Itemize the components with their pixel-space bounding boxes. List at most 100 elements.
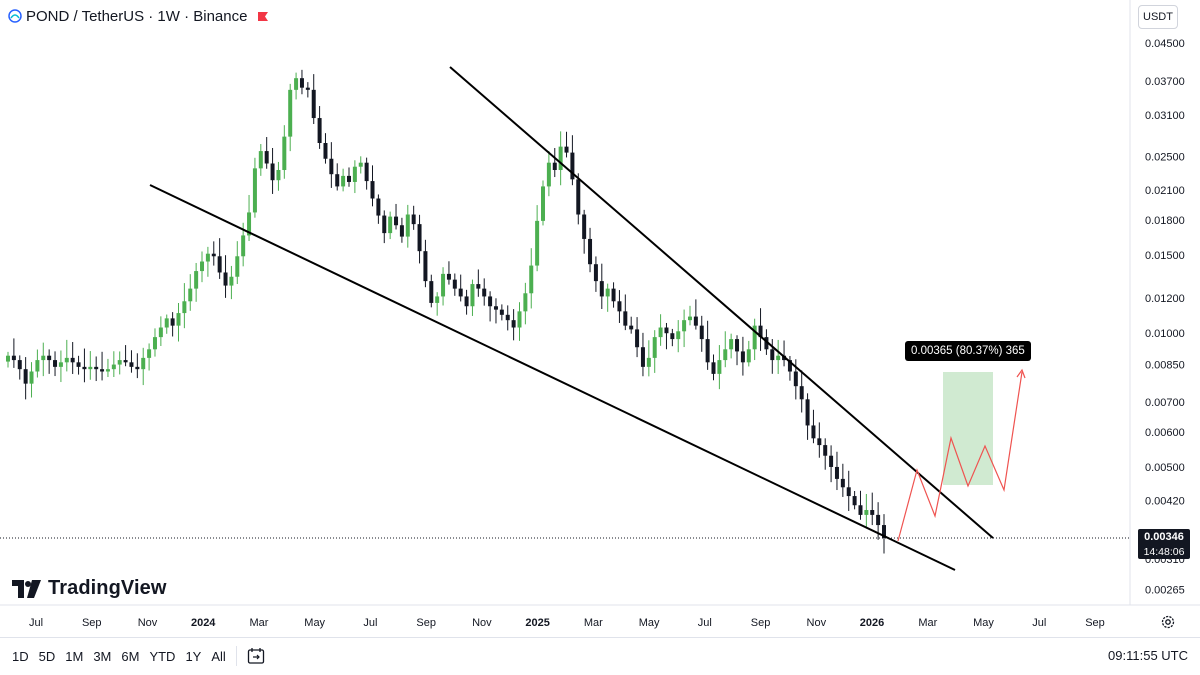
support-trendline[interactable] [149, 184, 956, 571]
time-tick-label: Mar [918, 617, 937, 629]
price-tick-label: 0.00265 [1145, 584, 1185, 596]
candle-body [299, 78, 304, 88]
candle-body [876, 514, 881, 526]
timeframe-1d[interactable]: 1D [12, 648, 29, 664]
candle-body [805, 399, 810, 426]
candle-body [770, 349, 775, 361]
candle-body [864, 510, 869, 515]
price-tick-label: 0.02500 [1145, 151, 1185, 163]
time-tick-label: May [973, 617, 994, 629]
tradingview-logo[interactable]: TradingView [12, 577, 167, 600]
price-tick-label: 0.00700 [1145, 397, 1185, 409]
projection-path[interactable] [897, 371, 1023, 542]
candle-body [546, 162, 551, 187]
candle-body [258, 151, 263, 169]
candle-body [105, 369, 110, 372]
candle-body [670, 333, 675, 340]
symbol-header[interactable]: POND / TetherUS · 1W · Binance [8, 5, 269, 27]
gear-icon[interactable] [1160, 614, 1176, 630]
candle-body [517, 311, 522, 328]
measure-zone[interactable] [943, 372, 993, 485]
currency-selector[interactable]: USDT [1138, 5, 1178, 29]
candle-body [735, 339, 740, 352]
timeframe-1m[interactable]: 1M [65, 648, 84, 664]
bottom-toolbar: 1D 5D 1M 3M 6M YTD 1Y All 09:11:55 UTC [0, 637, 1200, 674]
timeframe-6m[interactable]: 6M [121, 648, 140, 664]
candle-body [158, 327, 163, 338]
candle-body [388, 216, 393, 234]
candle-body [64, 357, 69, 363]
candle-body [564, 146, 569, 153]
candle-body [623, 311, 628, 326]
candle-body [787, 360, 792, 372]
candle-body [646, 357, 651, 367]
candle-body [852, 496, 857, 506]
candle-body [11, 355, 16, 361]
flag-icon[interactable] [257, 11, 269, 22]
time-tick-label: Sep [416, 617, 436, 629]
candle-body [394, 216, 399, 226]
candle-body [211, 253, 216, 257]
price-tick-label: 0.02100 [1145, 185, 1185, 197]
candle-body [123, 360, 128, 363]
candle-body [399, 225, 404, 237]
candle-body [464, 296, 469, 307]
candle-body [311, 89, 316, 119]
candle-body [329, 158, 334, 175]
time-tick-label: Nov [807, 617, 827, 629]
candle-body [752, 325, 757, 350]
candle-body [705, 339, 710, 363]
timeframe-ytd[interactable]: YTD [149, 648, 176, 664]
candle-body [223, 272, 228, 286]
candle-body [558, 146, 563, 171]
candle-body [194, 271, 199, 289]
candlestick-series [6, 69, 886, 554]
timeframe-1y[interactable]: 1Y [185, 648, 202, 664]
price-tick-label: 0.03100 [1145, 110, 1185, 122]
candle-body [176, 313, 181, 326]
timeframe-all[interactable]: All [211, 648, 226, 664]
candle-body [435, 296, 440, 303]
time-tick-label: 2025 [525, 617, 549, 629]
candle-body [188, 288, 193, 302]
candle-body [834, 466, 839, 479]
time-tick-label: 2026 [860, 617, 884, 629]
time-tick-label: Mar [584, 617, 603, 629]
time-tick-label: Sep [82, 617, 102, 629]
candle-body [482, 288, 487, 297]
time-tick-label: Jul [1032, 617, 1046, 629]
candle-body [294, 78, 299, 90]
candle-body [511, 320, 516, 328]
candle-body [94, 366, 99, 370]
candle-body [687, 316, 692, 321]
candle-body [200, 261, 205, 272]
candle-body [17, 360, 22, 370]
candle-body [235, 256, 240, 277]
price-tick-label: 0.01200 [1145, 293, 1185, 305]
candle-body [282, 136, 287, 171]
timeframe-3m[interactable]: 3M [93, 648, 112, 664]
candle-body [317, 118, 322, 143]
candle-body [793, 371, 798, 387]
candle-body [417, 224, 422, 252]
candle-body [335, 174, 340, 187]
candle-body [405, 214, 410, 237]
utc-clock[interactable]: 09:11:55 UTC [1108, 648, 1188, 663]
timeframe-5d[interactable]: 5D [38, 648, 56, 664]
candle-body [552, 162, 557, 171]
candle-body [323, 142, 328, 159]
date-range-icon[interactable] [247, 647, 265, 665]
candle-body [717, 360, 722, 374]
candle-body [364, 162, 369, 182]
price-tick-label: 0.01500 [1145, 250, 1185, 262]
current-price-tag: 0.00346 [1138, 529, 1190, 545]
candle-body [817, 438, 822, 446]
candle-body [729, 339, 734, 350]
candle-body [799, 386, 804, 400]
candle-body [840, 478, 845, 488]
candle-body [758, 325, 763, 338]
candle-body [429, 281, 434, 303]
candle-body [141, 357, 146, 370]
resistance-trendline[interactable] [449, 66, 994, 539]
